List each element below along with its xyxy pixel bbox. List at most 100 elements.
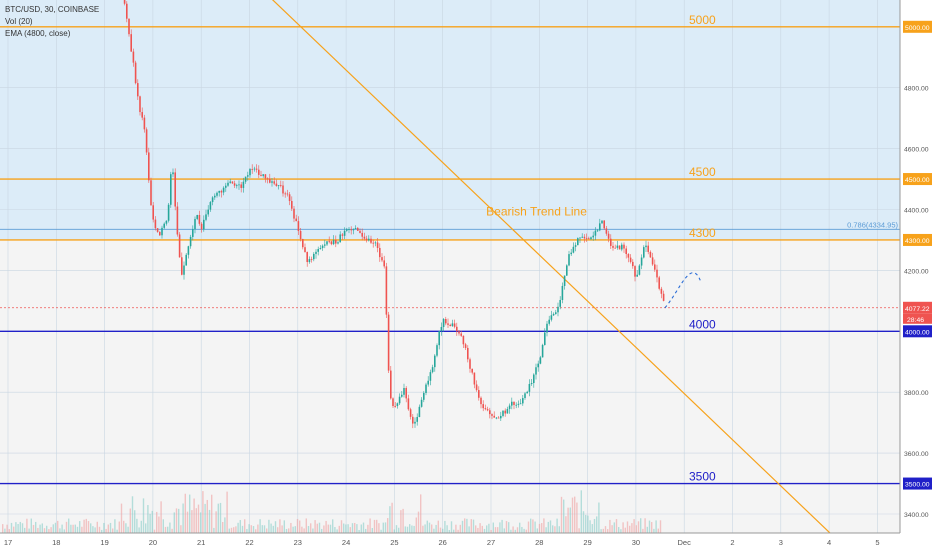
volume-bar — [83, 520, 84, 533]
volume-bar — [369, 518, 370, 533]
candle-body — [463, 336, 465, 344]
volume-bar — [39, 525, 40, 533]
volume-bar — [339, 526, 340, 533]
candle-body — [300, 231, 302, 239]
volume-bar — [132, 496, 133, 533]
volume-bar — [229, 529, 230, 533]
volume-bar — [286, 529, 287, 533]
candle-body — [267, 178, 269, 179]
volume-bar — [462, 521, 463, 533]
volume-bar — [431, 524, 432, 533]
volume-bar — [433, 529, 434, 533]
price-axis[interactable]: 3400.00 3600.00 3800.00 4000.00 4200.00 4400.… — [903, 0, 932, 519]
volume-bar — [341, 520, 342, 533]
volume-bar — [237, 523, 238, 533]
volume-bar — [420, 494, 421, 533]
volume-bar — [334, 527, 335, 533]
candle-body — [621, 245, 623, 250]
candle-body — [280, 185, 282, 186]
candle-body — [139, 96, 141, 112]
level-label: 4300 — [689, 226, 716, 240]
volume-bar — [152, 511, 153, 533]
volume-bar — [559, 526, 560, 533]
volume-bar — [484, 529, 485, 533]
candle-body — [405, 388, 407, 398]
candle-body — [335, 240, 337, 244]
volume-bar — [374, 520, 375, 533]
volume-bar — [66, 522, 67, 533]
candle-body — [337, 242, 339, 243]
volume-bar — [614, 522, 615, 533]
volume-bar — [556, 519, 557, 533]
candle-body — [183, 266, 185, 275]
candle-body — [148, 152, 150, 180]
candle-body — [559, 300, 561, 307]
candle-body — [487, 409, 489, 410]
volume-bar — [532, 519, 533, 533]
volume-bar — [488, 524, 489, 533]
candle-body — [199, 215, 201, 224]
level-label: 4500 — [689, 165, 716, 179]
candle-body — [234, 183, 236, 185]
time-tick-label: 22 — [245, 538, 253, 547]
volume-bar — [211, 495, 212, 533]
candle-body — [225, 186, 227, 188]
volume-bar — [402, 509, 403, 533]
volume-bar — [363, 523, 364, 533]
candle-body — [399, 397, 401, 404]
candle-body — [551, 315, 553, 319]
time-tick-label: 21 — [197, 538, 205, 547]
volume-bar — [330, 525, 331, 533]
candle-body — [315, 252, 317, 254]
volume-bar — [72, 525, 73, 533]
volume-bar — [466, 519, 467, 533]
time-tick-label: 29 — [583, 538, 591, 547]
volume-bar — [343, 524, 344, 533]
vol-indicator-line: Vol (20) — [5, 17, 33, 26]
volume-bar — [471, 519, 472, 533]
volume-bar — [13, 527, 14, 533]
candle-body — [190, 237, 192, 246]
volume-bar — [550, 520, 551, 533]
candle-body — [515, 405, 517, 406]
volume-bar — [204, 504, 205, 533]
current-price-text: 4077.22 — [905, 306, 930, 313]
candle-body — [311, 259, 313, 260]
candle-body — [449, 325, 451, 326]
volume-bar — [222, 522, 223, 533]
volume-bar — [453, 530, 454, 533]
candle-body — [489, 410, 491, 414]
price-tick-label: 3400.00 — [904, 512, 929, 519]
candle-body — [663, 294, 665, 301]
volume-bar — [638, 521, 639, 533]
volume-bar — [240, 520, 241, 533]
candle-body — [320, 248, 322, 249]
candle-body — [326, 241, 328, 244]
time-tick-label: 19 — [100, 538, 108, 547]
volume-bar — [644, 518, 645, 533]
volume-bar — [486, 525, 487, 533]
volume-bar — [79, 521, 80, 533]
candle-body — [579, 238, 581, 239]
volume-bar — [435, 525, 436, 533]
candle-body — [493, 416, 495, 418]
time-tick-label: 17 — [4, 538, 12, 547]
candle-body — [168, 205, 170, 221]
volume-bar — [389, 506, 390, 533]
candle-body — [460, 333, 462, 335]
volume-bar — [482, 526, 483, 533]
time-axis[interactable]: 17 18 19 20 21 22 23 24 25 26 27 28 29 30 Dec 2 3 4 5 — [4, 538, 880, 547]
volume-bar — [552, 525, 553, 533]
countdown-text: 28:46 — [907, 317, 924, 324]
candle-body — [634, 266, 636, 277]
volume-bar — [460, 525, 461, 533]
candle-body — [203, 220, 205, 230]
candle-body — [496, 418, 498, 419]
volume-bar — [398, 528, 399, 533]
volume-bar — [563, 500, 564, 533]
volume-bar — [583, 511, 584, 533]
volume-bar — [94, 527, 95, 533]
volume-bar — [59, 528, 60, 533]
volume-bar — [429, 523, 430, 533]
